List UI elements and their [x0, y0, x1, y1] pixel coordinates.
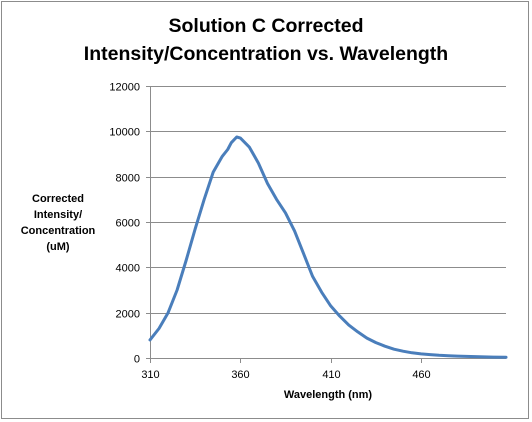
y-tick-label: 0: [134, 354, 140, 366]
series-line: [148, 135, 508, 359]
x-tick-label: 310: [141, 369, 159, 381]
x-tick-label: 410: [322, 369, 340, 381]
y-tick-label: 12000: [109, 82, 140, 94]
y-tick-label: 10000: [109, 127, 140, 139]
chart-title-line-2: Intensity/Concentration vs. Wavelength: [83, 43, 449, 65]
y-axis-label-line-1: Corrected: [32, 193, 84, 205]
chart-title-line-1: Solution C Corrected: [168, 15, 364, 37]
x-tick-label: 360: [231, 369, 249, 381]
y-tick-label: 8000: [116, 173, 140, 185]
x-axis-label: Wavelength (nm): [283, 389, 373, 401]
x-tick-label: 460: [412, 369, 430, 381]
y-tick-label: 4000: [116, 263, 140, 275]
y-axis-label-line-3: Concentration: [20, 225, 96, 237]
y-tick-label: 2000: [116, 309, 140, 321]
y-tick-label: 6000: [116, 218, 140, 230]
y-axis-label-line-4: (uM): [46, 241, 70, 253]
y-axis-label-line-2: Intensity/: [33, 209, 83, 221]
y-axis-label: Corrected Intensity/ Concentration (uM): [8, 191, 108, 255]
chart-title: Solution C Corrected Intensity/Concentra…: [0, 12, 532, 68]
